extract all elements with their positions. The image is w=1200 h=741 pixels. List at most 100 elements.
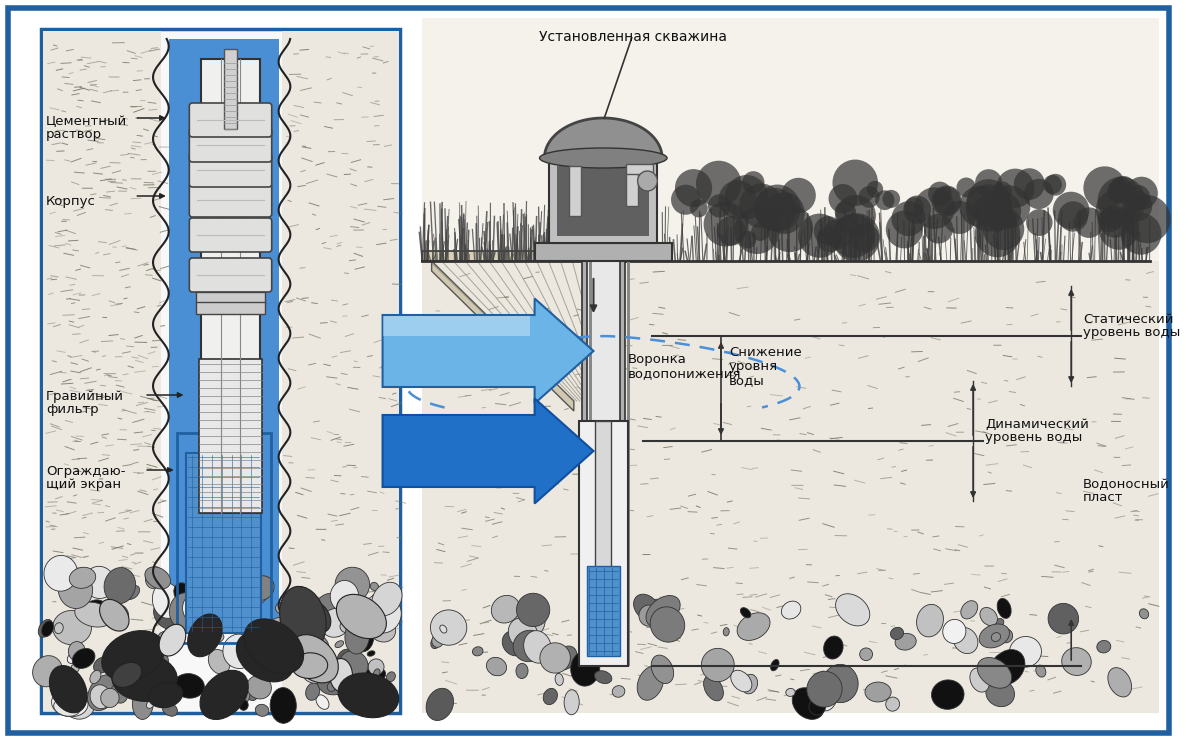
Ellipse shape	[980, 608, 997, 625]
Ellipse shape	[263, 617, 296, 650]
Ellipse shape	[150, 694, 163, 705]
Circle shape	[1058, 202, 1088, 232]
Ellipse shape	[310, 653, 326, 665]
Ellipse shape	[134, 685, 157, 701]
Circle shape	[976, 169, 1002, 197]
Ellipse shape	[786, 688, 796, 697]
Ellipse shape	[290, 634, 338, 683]
Ellipse shape	[197, 571, 212, 588]
Circle shape	[966, 185, 1012, 231]
FancyBboxPatch shape	[190, 183, 271, 217]
Ellipse shape	[649, 599, 665, 618]
Circle shape	[1099, 209, 1139, 250]
Circle shape	[734, 207, 780, 254]
Ellipse shape	[283, 617, 295, 626]
Bar	[620, 261, 625, 666]
Circle shape	[751, 222, 769, 241]
Text: Установленная скважина: Установленная скважина	[539, 30, 727, 44]
Ellipse shape	[317, 668, 350, 695]
Ellipse shape	[731, 671, 752, 692]
Circle shape	[988, 185, 1031, 228]
Text: воды: воды	[728, 374, 764, 387]
Ellipse shape	[809, 698, 826, 715]
Circle shape	[764, 193, 805, 234]
Ellipse shape	[372, 582, 402, 616]
Ellipse shape	[330, 659, 353, 692]
Circle shape	[1108, 180, 1129, 203]
Bar	[202, 59, 260, 513]
Ellipse shape	[368, 659, 384, 675]
Ellipse shape	[270, 688, 296, 723]
Ellipse shape	[432, 634, 444, 648]
Ellipse shape	[835, 594, 870, 626]
Ellipse shape	[865, 682, 892, 702]
Ellipse shape	[1009, 637, 1042, 667]
Ellipse shape	[136, 639, 144, 648]
Ellipse shape	[336, 649, 359, 678]
Ellipse shape	[65, 691, 95, 720]
Ellipse shape	[83, 600, 108, 625]
Ellipse shape	[256, 704, 269, 717]
Ellipse shape	[104, 574, 118, 590]
Ellipse shape	[491, 595, 520, 623]
Ellipse shape	[506, 607, 517, 615]
Ellipse shape	[112, 662, 142, 688]
Ellipse shape	[370, 592, 395, 620]
Circle shape	[886, 210, 923, 248]
Circle shape	[904, 196, 931, 224]
Ellipse shape	[148, 682, 182, 708]
Ellipse shape	[703, 676, 724, 701]
Text: Воронка: Воронка	[628, 353, 686, 366]
Ellipse shape	[646, 596, 680, 627]
Text: фильтр: фильтр	[46, 403, 98, 416]
Ellipse shape	[634, 594, 659, 620]
Ellipse shape	[992, 619, 1004, 628]
Bar	[578, 421, 628, 666]
Ellipse shape	[200, 671, 248, 720]
Circle shape	[835, 201, 856, 222]
Circle shape	[823, 219, 853, 249]
Ellipse shape	[38, 619, 53, 637]
Ellipse shape	[90, 671, 101, 684]
Ellipse shape	[330, 580, 359, 612]
Text: Цементный: Цементный	[46, 115, 127, 128]
Ellipse shape	[200, 565, 232, 591]
Ellipse shape	[371, 582, 378, 591]
Bar	[535, 243, 672, 261]
Circle shape	[989, 216, 1004, 233]
Ellipse shape	[221, 582, 238, 597]
Circle shape	[959, 186, 1000, 227]
Bar	[569, 166, 581, 216]
Ellipse shape	[612, 685, 625, 697]
Bar	[383, 316, 529, 336]
Circle shape	[671, 185, 701, 215]
Ellipse shape	[856, 613, 865, 622]
Ellipse shape	[770, 659, 779, 671]
Bar	[196, 302, 265, 314]
Circle shape	[1110, 177, 1133, 201]
Ellipse shape	[334, 679, 358, 698]
Ellipse shape	[104, 604, 128, 629]
Ellipse shape	[823, 636, 844, 659]
Circle shape	[767, 205, 814, 252]
Bar	[223, 49, 238, 129]
Circle shape	[1124, 197, 1141, 213]
Ellipse shape	[781, 601, 800, 619]
Circle shape	[956, 178, 976, 197]
Ellipse shape	[209, 649, 230, 674]
Ellipse shape	[362, 594, 401, 633]
Circle shape	[934, 187, 961, 215]
Ellipse shape	[503, 631, 527, 656]
Ellipse shape	[347, 615, 374, 652]
Ellipse shape	[650, 607, 685, 642]
Ellipse shape	[571, 651, 600, 686]
Ellipse shape	[145, 567, 163, 588]
Circle shape	[1096, 190, 1134, 229]
Ellipse shape	[998, 628, 1013, 643]
Ellipse shape	[302, 658, 335, 683]
Ellipse shape	[174, 583, 192, 603]
Ellipse shape	[133, 647, 164, 680]
Ellipse shape	[886, 697, 900, 711]
Circle shape	[1043, 175, 1062, 194]
Circle shape	[1024, 179, 1054, 209]
